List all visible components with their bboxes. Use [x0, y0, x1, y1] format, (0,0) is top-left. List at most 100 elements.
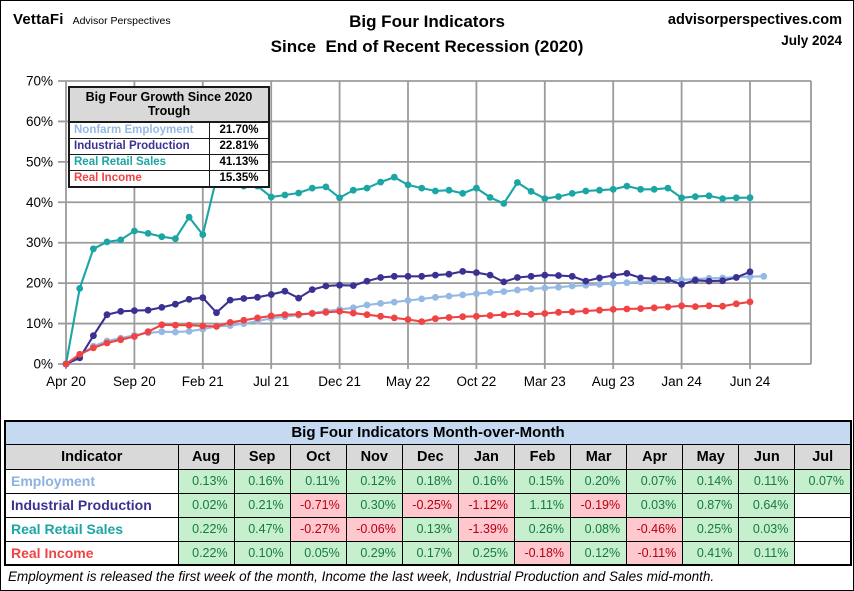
legend-series-label: Real Income: [74, 172, 142, 184]
data-point: [541, 284, 549, 292]
legend-rows: Nonfarm Employment 21.70% Industrial Produ…: [70, 123, 268, 186]
value-cell: 0.15%: [513, 468, 572, 494]
series-line-nonfarm-employment: [65, 275, 764, 365]
value-cell: 0.11%: [738, 468, 796, 494]
data-point: [377, 274, 384, 281]
data-point: [76, 285, 84, 292]
value-cell: 0.14%: [682, 468, 740, 494]
data-point: [336, 308, 343, 315]
data-point: [295, 189, 302, 197]
value-cell: 0.02%: [177, 492, 235, 518]
data-point: [103, 238, 111, 246]
data-point: [172, 235, 179, 243]
data-point: [390, 314, 398, 322]
data-point: [254, 293, 261, 301]
data-point: [691, 193, 699, 201]
data-point: [267, 193, 275, 201]
data-point: [131, 227, 138, 235]
value-cell: -0.25%: [401, 492, 459, 518]
legend-series-label: Industrial Production: [74, 140, 190, 152]
data-point: [555, 308, 562, 316]
legend-row: Real Income 15.35%: [70, 170, 268, 186]
data-point: [705, 192, 713, 200]
data-point: [158, 328, 166, 336]
data-point: [377, 300, 384, 307]
data-point: [377, 312, 384, 320]
value-cell: -0.19%: [570, 492, 628, 518]
data-point: [418, 272, 426, 280]
data-point: [90, 344, 97, 352]
data-point: [432, 271, 439, 279]
value-cell: 0.47%: [233, 516, 291, 542]
legend-series-label: Nonfarm Employment: [74, 124, 194, 136]
y-axis-label: 0%: [33, 357, 53, 372]
data-point: [172, 328, 179, 336]
data-point: [609, 280, 617, 287]
value-cell: 0.03%: [626, 492, 684, 518]
data-point: [103, 339, 111, 347]
column-header: Sep: [233, 443, 291, 470]
value-cell: -1.12%: [457, 492, 515, 518]
data-point: [199, 322, 207, 330]
legend-series-value: 15.35%: [209, 171, 268, 186]
table-row: Real Retail Sales 0.22% 0.47% -0.27% -0.06% 0…: [4, 516, 852, 542]
data-point: [349, 309, 357, 317]
indicator-label: Real Income: [4, 540, 179, 566]
data-point: [623, 305, 631, 313]
data-point: [213, 323, 220, 330]
data-point: [746, 268, 754, 276]
data-point: [308, 310, 316, 317]
data-point: [527, 285, 535, 293]
data-point: [185, 295, 193, 303]
column-header: Indicator: [4, 443, 179, 470]
value-cell: 0.03%: [738, 516, 796, 542]
x-axis-label: May 22: [386, 374, 430, 389]
column-header: Dec: [401, 443, 459, 470]
data-point: [240, 316, 248, 324]
x-axis-label: Aug 23: [592, 374, 635, 389]
data-point: [390, 272, 398, 280]
data-point: [404, 316, 412, 323]
data-point: [390, 298, 398, 306]
data-point: [514, 286, 521, 294]
table-row: Industrial Production 0.02% 0.21% -0.71% 0.3…: [4, 492, 852, 518]
data-point: [322, 308, 330, 316]
value-cell: 0.17%: [401, 540, 459, 566]
value-cell: -1.39%: [457, 516, 515, 542]
value-cell: 0.16%: [457, 468, 515, 494]
value-cell: 0.13%: [177, 468, 235, 494]
data-point: [650, 304, 658, 312]
value-cell: 0.05%: [289, 540, 347, 566]
value-cell: 0.10%: [233, 540, 291, 566]
value-cell: 0.26%: [513, 516, 572, 542]
value-cell: [794, 516, 852, 542]
indicators-line-chart: 0% 10% 20% 30% 40% 50% 60% 70% Apr 20 Sep 20 Feb 2…: [26, 74, 812, 389]
data-point: [432, 315, 439, 323]
data-point: [281, 287, 289, 295]
legend-series-label: Real Retail Sales: [74, 156, 167, 168]
data-point: [117, 308, 125, 315]
x-axis-label: Mar 23: [524, 374, 566, 389]
table-row: Real Income 0.22% 0.10% 0.05% 0.29% 0.17% 0.25…: [4, 540, 852, 566]
data-point: [500, 278, 508, 286]
legend-row: Industrial Production 22.81%: [70, 138, 268, 154]
value-cell: 0.18%: [401, 468, 459, 494]
column-header: Jan: [457, 443, 515, 470]
value-cell: 0.64%: [738, 492, 796, 518]
value-cell: -0.46%: [626, 516, 684, 542]
data-point: [144, 328, 152, 336]
x-axis-label: Jan 24: [661, 374, 702, 389]
data-point: [623, 182, 631, 190]
value-cell: 0.13%: [401, 516, 459, 542]
data-point: [336, 194, 343, 202]
data-point: [582, 307, 590, 315]
value-cell: 0.16%: [233, 468, 291, 494]
x-axis-label: Feb 21: [182, 374, 224, 389]
data-point: [254, 314, 261, 322]
data-point: [158, 304, 166, 311]
data-point: [568, 190, 576, 197]
value-cell: 0.20%: [570, 468, 628, 494]
y-axis-label: 30%: [26, 235, 53, 250]
data-point: [267, 312, 275, 320]
release-schedule-footnote: Employment is released the first week of…: [8, 569, 715, 584]
